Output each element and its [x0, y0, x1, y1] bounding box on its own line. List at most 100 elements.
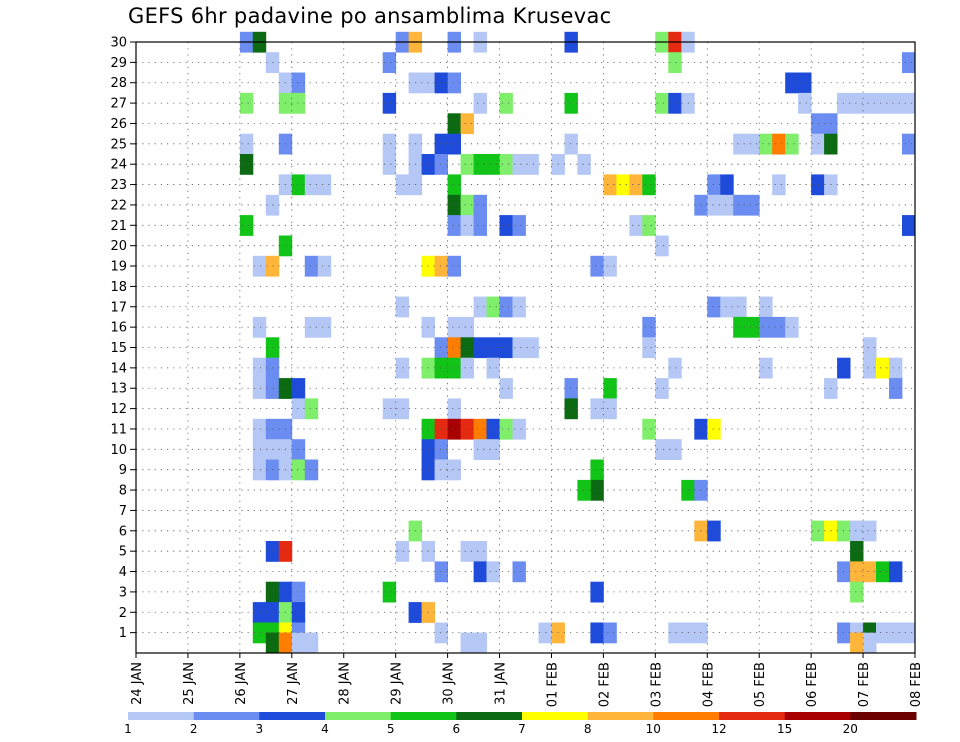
heatmap-cell: [733, 296, 747, 318]
legend-swatch: [128, 712, 195, 720]
heatmap-cell: [759, 133, 773, 155]
legend-label: 3: [255, 722, 263, 736]
heatmap-cell: [447, 459, 461, 481]
y-tick-label: 27: [110, 97, 127, 112]
y-tick-label: 9: [119, 463, 127, 478]
heatmap-cell: [655, 378, 669, 399]
heatmap-cell: [512, 296, 526, 318]
legend-label: 7: [518, 722, 526, 736]
heatmap-cell: [460, 357, 474, 379]
y-tick-label: 23: [110, 178, 127, 193]
heatmap-cell: [902, 215, 916, 236]
heatmap-cell: [655, 439, 669, 460]
x-tick-label: 25 JAN: [182, 662, 197, 705]
y-tick-label: 28: [110, 76, 127, 91]
heatmap-cell: [811, 174, 825, 196]
heatmap-cell: [499, 378, 513, 399]
heatmap-cell: [460, 215, 474, 236]
heatmap-cell: [746, 316, 760, 338]
heatmap-cell: [486, 296, 500, 318]
heatmap-cell: [265, 632, 280, 654]
legend-swatch: [587, 712, 654, 720]
heatmap-cell: [473, 561, 487, 583]
y-tick-label: 21: [110, 219, 127, 234]
heatmap-cell: [473, 92, 487, 114]
heatmap-cell: [291, 72, 306, 94]
heatmap-cell: [707, 174, 721, 196]
heatmap-cell: [798, 92, 812, 114]
heatmap-cell: [512, 215, 526, 236]
heatmap-cell: [382, 154, 397, 175]
y-tick-label: 19: [110, 260, 127, 275]
heatmap-cell: [876, 561, 890, 583]
y-tick-label: 13: [110, 382, 127, 397]
heatmap-cell: [473, 194, 487, 216]
heatmap-cell: [850, 581, 864, 603]
heatmap-cell: [720, 296, 734, 318]
heatmap-cell: [317, 174, 332, 196]
heatmap-cell: [291, 92, 306, 114]
y-tick-label: 2: [119, 606, 127, 621]
heatmap-cell: [590, 622, 604, 644]
heatmap-cell: [395, 357, 410, 379]
heatmap-cell: [746, 194, 760, 216]
heatmap-cell: [460, 154, 474, 175]
heatmap-cell: [512, 154, 526, 175]
heatmap-cell: [850, 561, 864, 583]
heatmap-cell: [655, 235, 669, 257]
heatmap-cell: [252, 439, 267, 460]
heatmap-cell: [447, 398, 461, 420]
heatmap-cell: [603, 622, 617, 644]
heatmap-cell: [239, 133, 254, 155]
heatmap-cell: [499, 154, 513, 175]
heatmap-cell: [395, 541, 410, 562]
heatmap-cell: [902, 92, 916, 114]
y-tick-label: 8: [119, 484, 127, 499]
y-axis: 1234567891011121314151617181920212223242…: [110, 36, 136, 641]
y-tick-label: 11: [110, 422, 127, 437]
heatmap-cell: [499, 296, 513, 318]
heatmap-cell: [304, 255, 319, 277]
heatmap-cell: [473, 439, 487, 460]
x-tick-label: 28 JAN: [338, 662, 353, 705]
heatmap-cell: [850, 632, 864, 654]
heatmap-cell: [473, 632, 487, 654]
heatmap-cell: [447, 174, 461, 196]
y-tick-label: 14: [110, 361, 127, 376]
heatmap-cell: [590, 459, 604, 481]
y-tick-label: 25: [110, 137, 127, 152]
heatmap-cell: [655, 92, 669, 114]
heatmap-cell: [876, 622, 890, 644]
heatmap-cell: [720, 174, 734, 196]
y-tick-label: 26: [110, 117, 127, 132]
x-axis: 24 JAN 25 JAN 26 JAN 27 JAN 28 JAN 29 JAN 30 J…: [130, 653, 924, 707]
heatmap-cell: [863, 337, 877, 359]
heatmap-cell: [395, 174, 410, 196]
legend-label: 5: [387, 722, 395, 736]
x-tick-label: 06 FEB: [805, 662, 820, 707]
legend-label: 15: [777, 722, 792, 736]
y-tick-label: 30: [110, 36, 127, 51]
chart-title: GEFS 6hr padavine po ansamblima Krusevac: [128, 4, 612, 28]
heatmap-cell: [902, 133, 916, 155]
heatmap-cell: [863, 357, 877, 379]
heatmap-cell: [291, 174, 306, 196]
y-tick-label: 22: [110, 198, 127, 213]
heatmap-cell: [291, 602, 306, 623]
heatmap-cell: [252, 255, 267, 277]
legend-label: 1: [124, 722, 132, 736]
heatmap-cell: [759, 357, 773, 379]
heatmap-cell: [304, 398, 319, 420]
y-tick-label: 29: [110, 56, 127, 71]
x-tick-label: 26 JAN: [234, 662, 249, 705]
heatmap-cell: [772, 133, 786, 155]
y-tick-label: 17: [110, 300, 127, 315]
heatmap-cell: [577, 154, 591, 175]
heatmap-cell: [291, 632, 306, 654]
heatmap-cell: [902, 52, 916, 73]
heatmap-cell: [382, 52, 397, 73]
y-tick-label: 12: [110, 402, 127, 417]
heatmap-cell: [252, 378, 267, 399]
heatmap-cell: [642, 418, 656, 440]
